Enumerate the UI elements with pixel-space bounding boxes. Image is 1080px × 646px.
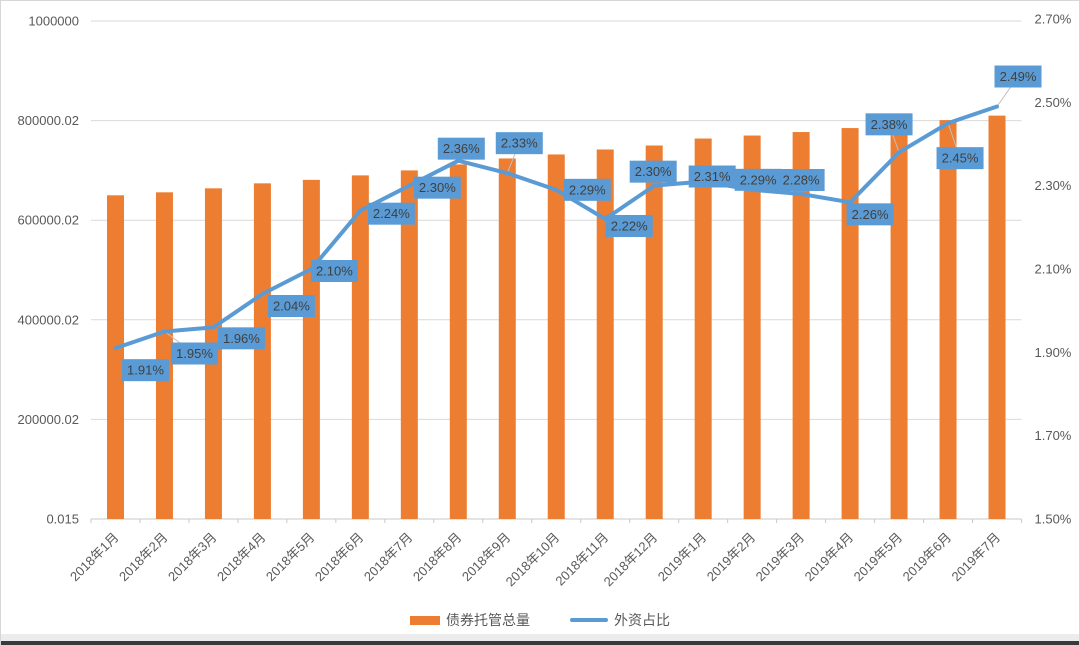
x-axis-label: 2018年2月 bbox=[116, 530, 171, 585]
data-label: 2.38% bbox=[871, 117, 908, 132]
bar bbox=[106, 195, 124, 520]
data-label-box bbox=[310, 260, 358, 282]
x-axis-label: 2018年6月 bbox=[312, 530, 367, 585]
data-label-box bbox=[217, 327, 265, 350]
right-axis-tick-label: 2.50% bbox=[1035, 95, 1072, 110]
x-axis-label: 2018年7月 bbox=[361, 530, 416, 585]
data-label-box bbox=[267, 295, 315, 317]
bar bbox=[498, 158, 516, 519]
bar-series-swatch bbox=[410, 615, 440, 625]
x-axis-label: 2018年4月 bbox=[214, 530, 269, 585]
bar bbox=[988, 115, 1006, 520]
data-label: 1.95% bbox=[176, 346, 213, 361]
data-label-box bbox=[777, 169, 825, 191]
right-axis-tick-label: 1.90% bbox=[1035, 345, 1072, 360]
x-axis-label: 2019年3月 bbox=[753, 530, 808, 585]
data-label-box bbox=[994, 65, 1042, 88]
bar bbox=[547, 154, 565, 520]
legend-label-bond-custody: 债券托管总量 bbox=[446, 612, 530, 628]
legend-item-foreign-ratio: 外资占比 bbox=[570, 610, 670, 630]
data-label: 2.36% bbox=[443, 141, 480, 156]
data-label: 2.10% bbox=[316, 264, 353, 279]
data-label-box bbox=[629, 160, 677, 183]
right-axis-tick-label: 2.10% bbox=[1035, 262, 1072, 277]
bottom-edge bbox=[1, 641, 1079, 645]
bar bbox=[596, 149, 614, 519]
data-label: 2.30% bbox=[419, 180, 456, 195]
data-label-box bbox=[846, 203, 894, 226]
left-axis-tick-label: 200000.02 bbox=[18, 412, 79, 427]
bar bbox=[449, 164, 467, 519]
bar bbox=[253, 183, 271, 519]
data-label: 1.96% bbox=[223, 331, 260, 346]
trend-line bbox=[113, 104, 1000, 351]
data-label: 2.26% bbox=[852, 207, 889, 222]
bottom-strip bbox=[1, 634, 1079, 641]
x-axis-label: 2019年7月 bbox=[949, 530, 1004, 585]
left-axis-tick-label: 600000.02 bbox=[18, 213, 79, 228]
right-axis-tick-label: 1.50% bbox=[1035, 512, 1072, 527]
bar bbox=[841, 128, 859, 519]
bar bbox=[302, 179, 320, 519]
left-axis-tick-label: 800000.02 bbox=[18, 113, 79, 128]
x-axis-label: 2019年2月 bbox=[704, 530, 759, 585]
data-label-box bbox=[936, 147, 984, 170]
x-axis-label: 2018年3月 bbox=[165, 530, 220, 585]
left-axis-tick-label: 1000000 bbox=[28, 14, 79, 29]
bar bbox=[792, 132, 810, 519]
bar bbox=[939, 120, 957, 520]
data-label: 2.04% bbox=[273, 299, 310, 314]
data-label: 2.49% bbox=[1000, 69, 1037, 84]
left-axis-tick-label: 400000.02 bbox=[18, 312, 79, 327]
x-axis-label: 2018年1月 bbox=[67, 530, 122, 585]
data-label: 2.28% bbox=[783, 173, 820, 188]
x-axis-label: 2019年1月 bbox=[655, 530, 710, 585]
data-label: 2.29% bbox=[740, 172, 777, 187]
bar bbox=[351, 175, 369, 519]
data-label: 2.33% bbox=[501, 136, 538, 151]
bar bbox=[743, 135, 761, 520]
data-label: 2.30% bbox=[635, 164, 672, 179]
right-axis-tick-label: 1.70% bbox=[1035, 428, 1072, 443]
right-axis-tick-label: 2.30% bbox=[1035, 178, 1072, 193]
bar bbox=[155, 192, 173, 519]
bar bbox=[400, 170, 418, 519]
x-axis-label: 2019年6月 bbox=[900, 530, 955, 585]
data-label: 2.45% bbox=[942, 151, 979, 166]
data-label-box bbox=[367, 202, 415, 225]
data-label: 2.22% bbox=[611, 219, 648, 234]
data-label: 2.29% bbox=[569, 182, 606, 197]
x-axis-label: 2019年4月 bbox=[802, 530, 857, 585]
legend-label-foreign-ratio: 外资占比 bbox=[614, 612, 670, 628]
data-label-box bbox=[865, 113, 913, 136]
combo-chart: 1000000 800000.02 600000.02 400000.02 200000… bbox=[18, 12, 1072, 590]
bar bbox=[890, 123, 908, 519]
data-label: 2.24% bbox=[373, 206, 410, 221]
x-axis-label: 2018年5月 bbox=[263, 530, 318, 585]
data-label-box bbox=[563, 178, 611, 201]
data-label-box bbox=[121, 359, 169, 382]
bar bbox=[694, 138, 712, 519]
data-label-box bbox=[688, 165, 736, 188]
data-label-box bbox=[413, 176, 461, 199]
x-axis-label: 2018年8月 bbox=[410, 530, 465, 585]
chart-legend: 债券托管总量 外资占比 bbox=[1, 610, 1079, 630]
legend-item-bond-custody: 债券托管总量 bbox=[410, 610, 530, 630]
left-axis-tick-label: 0.015 bbox=[46, 512, 79, 527]
bar bbox=[645, 145, 663, 519]
line-series-swatch bbox=[570, 618, 608, 622]
data-label: 1.91% bbox=[127, 363, 164, 378]
right-axis-tick-label: 2.70% bbox=[1035, 12, 1072, 27]
data-label-box bbox=[605, 215, 653, 237]
data-label: 2.31% bbox=[694, 169, 731, 184]
data-label-box bbox=[495, 132, 543, 155]
data-label-box bbox=[170, 342, 218, 365]
x-axis-label: 2019年5月 bbox=[851, 530, 906, 585]
data-label-box bbox=[734, 168, 782, 191]
data-label-box bbox=[437, 137, 485, 160]
